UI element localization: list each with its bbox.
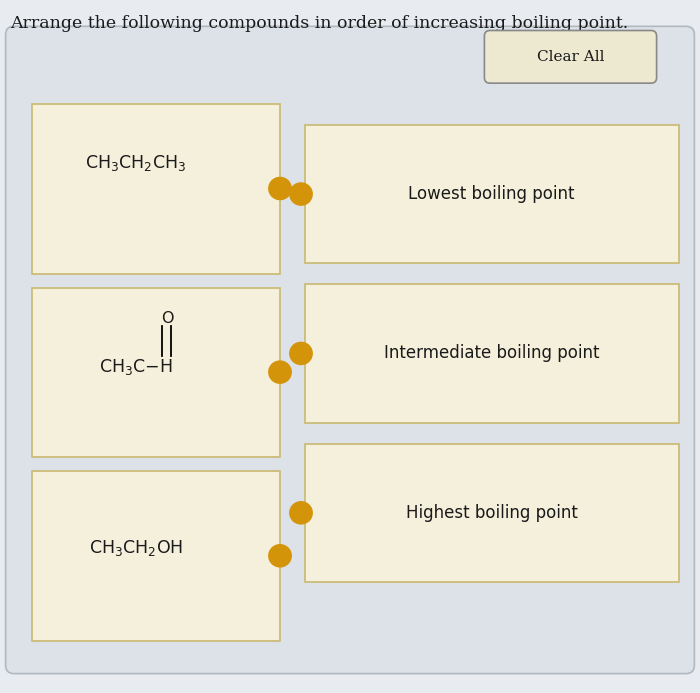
- Circle shape: [269, 545, 291, 567]
- Circle shape: [290, 183, 312, 205]
- Text: Clear All: Clear All: [537, 50, 604, 64]
- FancyBboxPatch shape: [304, 125, 679, 263]
- Text: Intermediate boiling point: Intermediate boiling point: [384, 344, 599, 362]
- FancyBboxPatch shape: [484, 30, 657, 83]
- Text: $\mathregular{CH_3CH_2CH_3}$: $\mathregular{CH_3CH_2CH_3}$: [85, 153, 186, 173]
- Text: Lowest boiling point: Lowest boiling point: [409, 185, 575, 203]
- FancyBboxPatch shape: [32, 104, 280, 274]
- Text: $\mathregular{CH_3C{-}H}$: $\mathregular{CH_3C{-}H}$: [99, 357, 172, 377]
- FancyBboxPatch shape: [304, 284, 679, 423]
- FancyBboxPatch shape: [304, 444, 679, 582]
- Text: $\mathregular{O}$: $\mathregular{O}$: [161, 310, 174, 326]
- Text: Arrange the following compounds in order of increasing boiling point.: Arrange the following compounds in order…: [10, 15, 629, 33]
- Text: Highest boiling point: Highest boiling point: [406, 504, 578, 522]
- FancyBboxPatch shape: [32, 288, 280, 457]
- Text: $\mathregular{CH_3CH_2OH}$: $\mathregular{CH_3CH_2OH}$: [89, 538, 183, 558]
- Circle shape: [290, 342, 312, 365]
- FancyBboxPatch shape: [6, 26, 694, 674]
- FancyBboxPatch shape: [32, 471, 280, 641]
- Circle shape: [269, 177, 291, 200]
- Circle shape: [290, 502, 312, 524]
- Circle shape: [269, 361, 291, 383]
